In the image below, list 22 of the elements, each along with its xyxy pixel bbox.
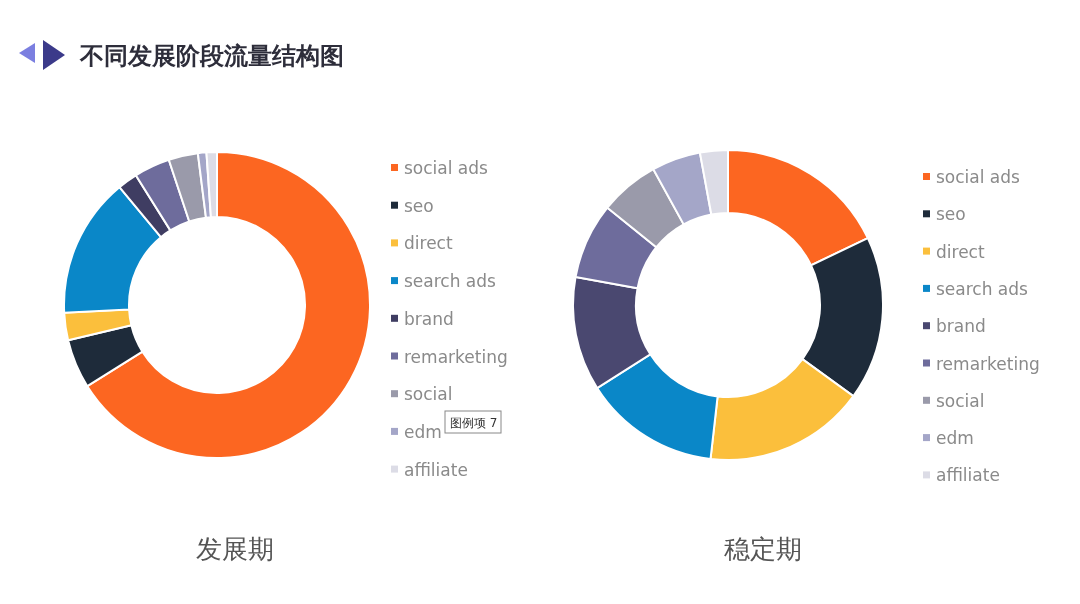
legend-label: seo [936, 204, 966, 225]
text: 不同发展阶段流量结构图 [79, 42, 344, 70]
legend-label: remarketing [936, 353, 1040, 374]
legend-label: remarketing [404, 346, 508, 367]
legend-label: brand [404, 308, 454, 329]
text: 发展期 [196, 534, 274, 564]
legend-label: search ads [404, 271, 497, 292]
legend-label: social [404, 384, 453, 405]
legend-label: seo [404, 195, 434, 216]
text: 稳定期 [724, 534, 802, 564]
legend-label: social ads [404, 158, 489, 178]
legend-label: direct [936, 241, 985, 262]
legend-label: affiliate [936, 465, 1000, 486]
legend-label: edm [404, 421, 442, 442]
legend-label: social [936, 390, 985, 411]
legend-label: direct [404, 233, 453, 254]
legend-label: brand [936, 316, 986, 337]
legend-label: affiliate [404, 459, 468, 480]
tooltip: 图例项 7 [444, 410, 502, 434]
legend-label: search ads [936, 278, 1029, 299]
legend-label: social ads [936, 167, 1021, 187]
legend-label: edm [936, 428, 974, 449]
